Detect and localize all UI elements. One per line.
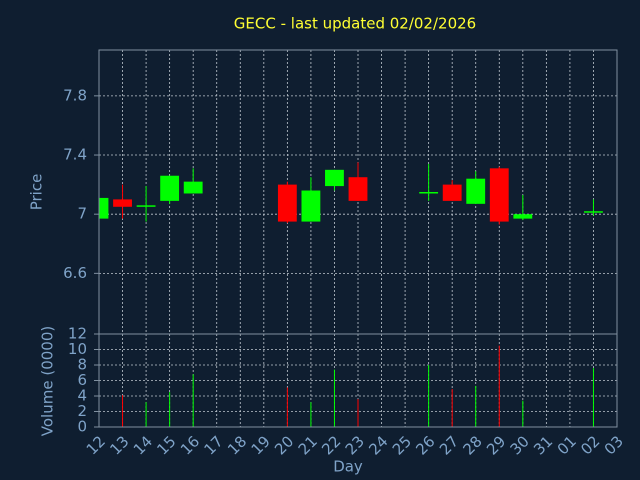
volume-tick-label: 0 (77, 418, 87, 436)
volume-tick-label: 10 (68, 340, 87, 358)
candle-body (160, 175, 180, 201)
candle-body (99, 197, 109, 219)
candle-body (183, 181, 203, 194)
volume-tick-label: 4 (77, 387, 87, 405)
y-tick-label: 7.4 (63, 146, 87, 164)
candle-body (584, 211, 603, 213)
candle-body (419, 192, 439, 194)
chart-title: GECC - last updated 02/02/2026 (234, 15, 476, 33)
y-tick-label: 6.6 (63, 264, 87, 282)
y-tick-label: 7 (77, 205, 87, 223)
volume-tick-label: 12 (68, 325, 87, 343)
candle-body (489, 168, 509, 222)
candle-body (513, 214, 533, 219)
candle-body (466, 178, 486, 204)
x-axis-label: Day (333, 458, 363, 476)
y-axis-label: Price (28, 174, 46, 211)
volume-tick-label: 6 (77, 371, 87, 389)
volume-tick-label: 8 (77, 356, 87, 374)
candle-body (113, 199, 132, 207)
y-tick-label: 7.8 (63, 86, 87, 104)
candle-body (301, 190, 321, 222)
candle-body (442, 184, 462, 201)
candle-body (325, 169, 344, 187)
volume-tick-label: 2 (77, 402, 87, 420)
candle-body (277, 184, 297, 222)
volume-frame (98, 333, 618, 428)
price-panel (99, 50, 617, 334)
volume-panel (99, 334, 617, 427)
volume-axis-label: Volume (0000) (39, 326, 57, 436)
candle-body (136, 205, 156, 207)
candle-body (348, 177, 368, 201)
